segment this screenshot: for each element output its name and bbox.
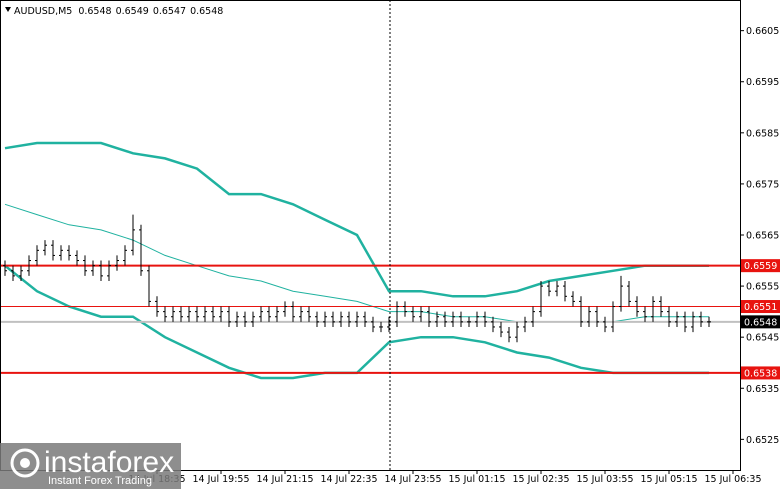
price-label: 0.6551 [744,302,777,313]
price-label: 0.6548 [744,317,777,328]
x-tick-label: 14 Jul 19:55 [193,474,250,485]
logo-tagline: Instant Forex Trading [48,475,152,487]
logo-name: instaforex [44,446,174,479]
price-label: 0.6538 [744,368,777,379]
x-tick-label: 14 Jul 22:35 [321,474,378,485]
y-tick-label: 0.6575 [746,179,779,190]
y-tick-label: 0.6585 [746,128,779,139]
logo: instaforex Instant Forex Trading [0,443,181,489]
x-tick-label: 15 Jul 01:15 [449,474,506,485]
price-label-box [741,315,780,329]
price-label-box [741,259,780,273]
price-label-box [741,300,780,314]
header-low: 0.6547 [153,6,186,17]
y-tick-label: 0.6535 [746,384,779,395]
band-upper [4,141,709,298]
axes: 0.6605 0.6595 0.6585 0.6575 0.6565 0.6555 0.65… [129,26,780,485]
header: AUDUSD,M5 0.6548 0.6549 0.6547 0.6548 [14,6,223,17]
plot-area [0,141,740,380]
header-high: 0.6549 [116,6,149,17]
x-tick-label: 15 Jul 06:35 [705,474,762,485]
header-close: 0.6548 [190,6,223,17]
x-tick-label: 15 Jul 02:35 [513,474,570,485]
y-tick-label: 0.6605 [746,26,779,37]
y-tick-label: 0.6525 [746,435,779,446]
menu-arrow[interactable] [5,7,11,12]
x-tick-label: 15 Jul 05:15 [641,474,698,485]
x-tick-label: 15 Jul 03:55 [577,474,634,485]
header-open: 0.6548 [78,6,111,17]
y-tick-label: 0.6545 [746,333,779,344]
x-tick-label: 14 Jul 21:15 [257,474,314,485]
x-tick-label: 14 Jul 23:55 [385,474,442,485]
y-tick-label: 0.6565 [746,231,779,242]
logo-icon [10,448,40,478]
symbol: AUDUSD,M5 [14,6,72,17]
price-label-box [741,366,780,380]
y-tick-label: 0.6595 [746,77,779,88]
logo-icon-core [20,458,30,468]
y-tick-label: 0.6555 [746,282,779,293]
price-label: 0.6559 [744,261,777,272]
